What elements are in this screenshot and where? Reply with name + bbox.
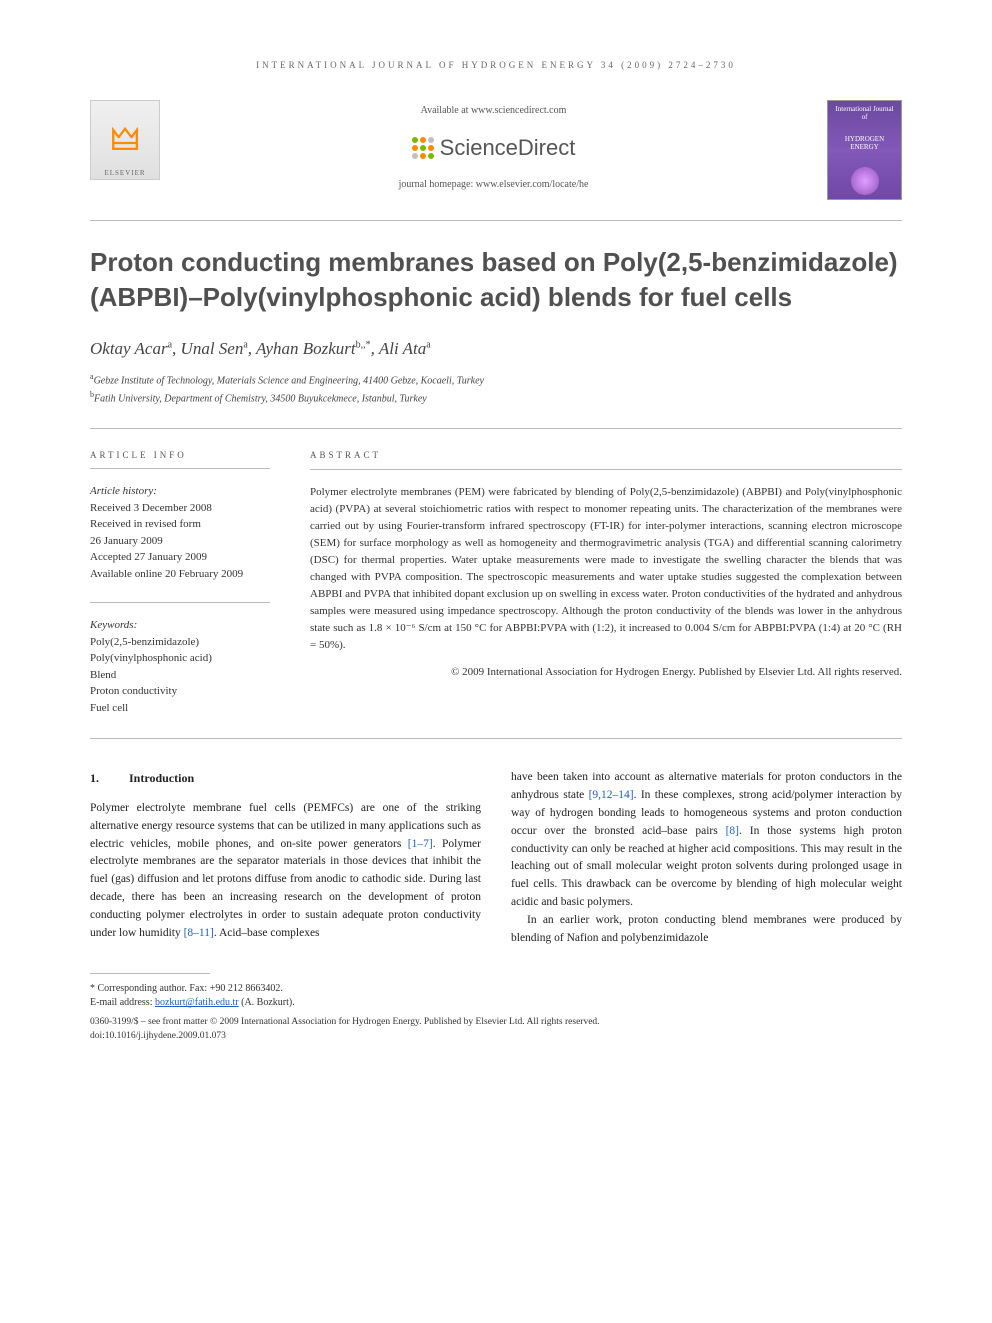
author-entry: Ayhan Bozkurtb,,* <box>256 339 371 358</box>
article-info-heading: ARTICLE INFO <box>90 449 270 470</box>
section-number: 1. <box>90 769 99 788</box>
keyword-line: Blend <box>90 667 270 684</box>
history-label: Article history: <box>90 483 270 500</box>
cover-title: HYDROGEN ENERGY <box>832 136 897 151</box>
author-email-link[interactable]: bozkurt@fatih.edu.tr <box>155 997 239 1008</box>
history-line: Received in revised form <box>90 516 270 533</box>
corresponding-author-note: * Corresponding author. Fax: +90 212 866… <box>90 982 902 996</box>
keyword-line: Poly(2,5-benzimidazole) <box>90 634 270 651</box>
dot-icon <box>428 145 434 151</box>
section-title: Introduction <box>129 769 194 788</box>
journal-cover-thumbnail: International Journal of HYDROGEN ENERGY <box>827 100 902 200</box>
citation-link[interactable]: [8] <box>726 825 739 837</box>
history-line: Received 3 December 2008 <box>90 500 270 517</box>
author-entry: Oktay Acara <box>90 339 172 358</box>
footnote-divider <box>90 973 210 974</box>
citation-link[interactable]: [9,12–14] <box>589 789 634 801</box>
footnote-block: * Corresponding author. Fax: +90 212 866… <box>90 982 902 1043</box>
elsevier-label: ELSEVIER <box>104 169 145 177</box>
email-line: E-mail address: bozkurt@fatih.edu.tr (A.… <box>90 996 902 1010</box>
dot-icon <box>412 137 418 143</box>
abstract-copyright: © 2009 International Association for Hyd… <box>310 664 902 681</box>
sciencedirect-dots-icon <box>412 137 434 159</box>
header-divider <box>90 220 902 221</box>
elsevier-tree-icon: 🜲 <box>110 104 139 169</box>
info-abstract-row: ARTICLE INFO Article history: Received 3… <box>90 428 902 717</box>
body-paragraph: In an earlier work, proton conducting bl… <box>511 912 902 948</box>
body-column-left: 1. Introduction Polymer electrolyte memb… <box>90 769 481 947</box>
rights-line: 0360-3199/$ – see front matter © 2009 In… <box>90 1016 902 1029</box>
section-heading: 1. Introduction <box>90 769 481 788</box>
abstract-divider <box>90 738 902 739</box>
email-tail: (A. Bozkurt). <box>239 997 295 1008</box>
dot-icon <box>412 153 418 159</box>
article-info-column: ARTICLE INFO Article history: Received 3… <box>90 449 270 717</box>
dot-icon <box>428 137 434 143</box>
dot-icon <box>412 145 418 151</box>
history-line: Accepted 27 January 2009 <box>90 549 270 566</box>
keywords-block: Keywords: Poly(2,5-benzimidazole)Poly(vi… <box>90 602 270 716</box>
abstract-text: Polymer electrolyte membranes (PEM) were… <box>310 484 902 654</box>
abstract-column: ABSTRACT Polymer electrolyte membranes (… <box>310 449 902 717</box>
article-title: Proton conducting membranes based on Pol… <box>90 245 902 315</box>
history-line: 26 January 2009 <box>90 533 270 550</box>
journal-homepage-text: journal homepage: www.elsevier.com/locat… <box>180 179 807 190</box>
sciencedirect-logo: ScienceDirect <box>412 135 576 161</box>
author-list: Oktay Acara, Unal Sena, Ayhan Bozkurtb,,… <box>90 339 902 359</box>
publisher-header-row: 🜲 ELSEVIER Available at www.sciencedirec… <box>90 100 902 200</box>
elsevier-logo: 🜲 ELSEVIER <box>90 100 160 180</box>
affiliation-list: aGebze Institute of Technology, Material… <box>90 371 902 406</box>
dot-icon <box>420 137 426 143</box>
article-history-block: Article history: Received 3 December 200… <box>90 483 270 582</box>
keyword-line: Poly(vinylphosphonic acid) <box>90 650 270 667</box>
author-entry: Ali Ataa <box>379 339 431 358</box>
keyword-line: Fuel cell <box>90 700 270 717</box>
body-column-right: have been taken into account as alternat… <box>511 769 902 947</box>
available-at-text: Available at www.sciencedirect.com <box>180 105 807 116</box>
affiliation-line: bFatih University, Department of Chemist… <box>90 389 902 406</box>
history-line: Available online 20 February 2009 <box>90 566 270 583</box>
author-entry: Unal Sena <box>181 339 248 358</box>
body-paragraph: have been taken into account as alternat… <box>511 769 902 912</box>
running-header: INTERNATIONAL JOURNAL OF HYDROGEN ENERGY… <box>90 60 902 70</box>
email-label: E-mail address: <box>90 997 155 1008</box>
citation-link[interactable]: [8–11] <box>184 927 214 939</box>
cover-subtitle: International Journal of <box>832 105 897 121</box>
citation-link[interactable]: [1–7] <box>408 838 433 850</box>
dot-icon <box>420 145 426 151</box>
body-paragraph: Polymer electrolyte membrane fuel cells … <box>90 800 481 943</box>
body-columns: 1. Introduction Polymer electrolyte memb… <box>90 769 902 947</box>
abstract-heading: ABSTRACT <box>310 449 902 470</box>
dot-icon <box>420 153 426 159</box>
sciencedirect-text: ScienceDirect <box>440 135 576 161</box>
keywords-label: Keywords: <box>90 602 270 634</box>
keyword-line: Proton conductivity <box>90 683 270 700</box>
header-center: Available at www.sciencedirect.com Scien… <box>180 100 807 190</box>
affiliation-line: aGebze Institute of Technology, Material… <box>90 371 902 388</box>
dot-icon <box>428 153 434 159</box>
doi-line: doi:10.1016/j.ijhydene.2009.01.073 <box>90 1030 902 1043</box>
cover-graphic-icon <box>851 167 879 195</box>
